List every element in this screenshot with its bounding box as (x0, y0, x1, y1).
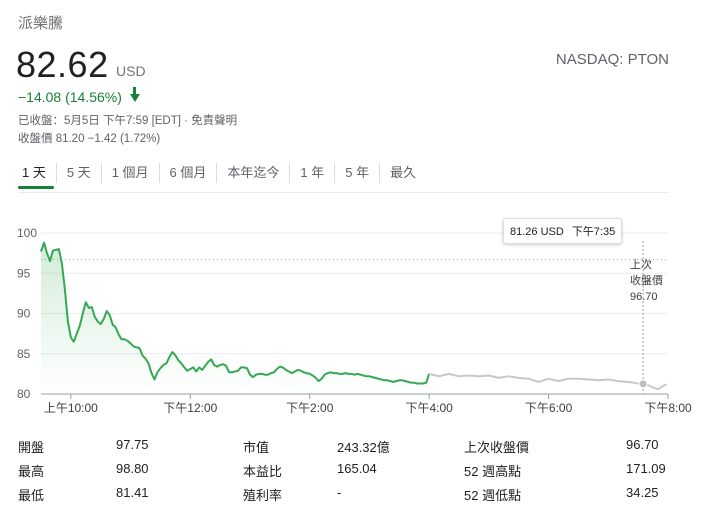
prev-close-value: 96.70 (630, 291, 658, 303)
x-tick-label: 上午10:00 (44, 401, 98, 415)
price-change-text: −14.08 (14.56%) (18, 89, 122, 105)
tooltip-price: 81.26 USD (510, 226, 564, 238)
exchange-ticker: NASDAQ: PTON (555, 51, 669, 68)
y-tick-label: 90 (17, 307, 31, 321)
stat-low-value: 81.41 (116, 485, 149, 500)
active-tab-indicator (18, 186, 54, 189)
tab-5d[interactable]: 5 天 (57, 163, 102, 183)
tab-1d[interactable]: 1 天 (18, 163, 57, 183)
price-chart[interactable]: 100 95 90 85 80 上午10:00 下午12:00 下午2:00 下午4:00 下午6… (0, 200, 704, 425)
regular-session-line (40, 241, 431, 385)
current-price: 82.62 (16, 44, 109, 85)
prev-close-label-line2: 收盤價 (630, 275, 663, 287)
stat-yield-label: 殖利率 (243, 488, 283, 503)
stat-pe-label: 本益比 (243, 464, 283, 479)
stat-mktcap-value: 243.32億 (337, 440, 390, 455)
regular-session-area (41, 242, 430, 394)
price-change: −14.08 (14.56%) (18, 87, 140, 105)
tab-ytd[interactable]: 本年迄今 (217, 163, 291, 183)
highlight-point (638, 379, 648, 389)
company-name: 派樂騰 (18, 15, 64, 32)
tab-max[interactable]: 最久 (390, 165, 417, 180)
y-tick-label: 80 (17, 387, 31, 401)
stat-mktcap-label: 市值 (243, 440, 270, 455)
after-hours-info: 收盤價 81.20 −1.42 (1.72%) (18, 133, 161, 145)
x-tick-label: 下午4:00 (405, 401, 453, 415)
tabs-divider (18, 192, 669, 193)
x-tick-label: 下午6:00 (525, 401, 573, 415)
arrow-down-icon (129, 87, 140, 102)
stat-52wk-low-value: 34.25 (626, 485, 659, 500)
stat-pe-value: 165.04 (337, 461, 377, 476)
tooltip-time: 下午7:35 (571, 226, 616, 238)
x-tick-label: 下午8:00 (644, 401, 692, 415)
stat-low-label: 最低 (18, 488, 45, 503)
stat-prevclose-value: 96.70 (626, 437, 659, 452)
chart-tooltip: 81.26 USD 下午7:35 (503, 218, 623, 244)
x-tick-label: 下午12:00 (163, 401, 217, 415)
tab-1m[interactable]: 1 個月 (102, 163, 160, 183)
tab-1y[interactable]: 1 年 (290, 163, 336, 183)
stat-prevclose-label: 上次收盤價 (464, 440, 530, 455)
y-tick-label: 85 (17, 347, 31, 361)
stat-52wk-high-label: 52 週高點 (464, 464, 522, 479)
tab-5y[interactable]: 5 年 (335, 163, 381, 183)
stat-open-value: 97.75 (116, 437, 149, 452)
stat-52wk-low-label: 52 週低點 (464, 488, 522, 503)
currency-label: USD (116, 63, 146, 79)
stat-high-label: 最高 (18, 464, 45, 479)
stat-52wk-high-value: 171.09 (626, 461, 666, 476)
stat-high-value: 98.80 (116, 461, 149, 476)
after-hours-line (428, 372, 668, 391)
stat-open-label: 開盤 (18, 440, 45, 455)
market-closed-info[interactable]: 已收盤：5月5日 下午7:59 [EDT] · 免責聲明 (18, 115, 238, 127)
previous-close-label: 上次 收盤價 96.70 (630, 257, 663, 305)
range-tabs: 1 天 5 天 1 個月 6 個月 本年迄今 1 年 5 年 最久 (18, 163, 426, 183)
y-tick-label: 100 (17, 226, 37, 240)
prev-close-label-line1: 上次 (630, 259, 652, 271)
y-tick-label: 95 (17, 266, 31, 280)
tab-6m[interactable]: 6 個月 (160, 163, 218, 183)
stat-yield-value: - (337, 485, 342, 500)
x-tick-label: 下午2:00 (286, 401, 334, 415)
